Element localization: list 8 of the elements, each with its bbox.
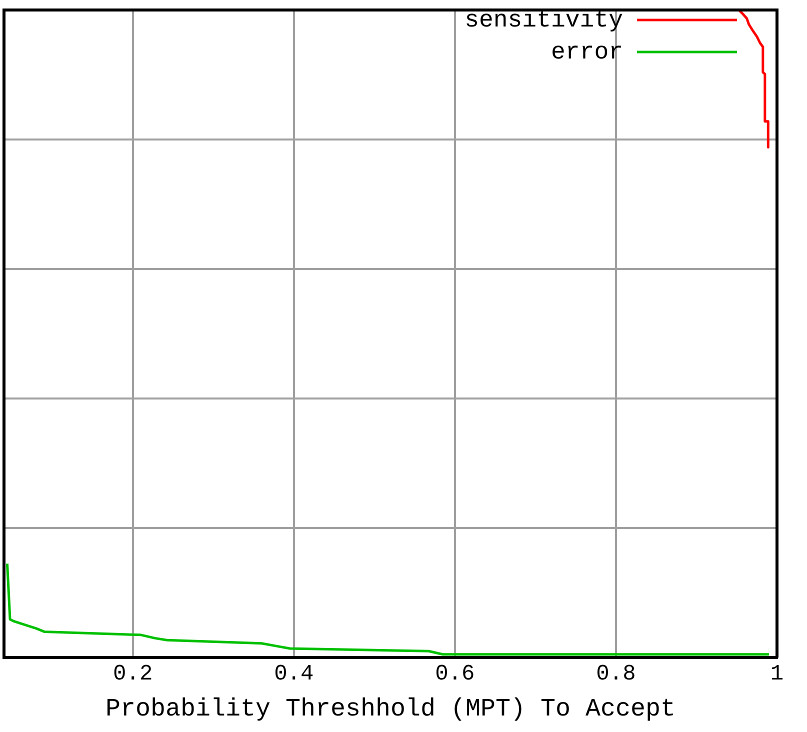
legend-label: error: [550, 39, 623, 66]
x-axis-title: Probability Threshhold (MPT) To Accept: [105, 694, 676, 724]
x-tick-label: 1: [770, 662, 784, 687]
x-tick-label: 0.4: [274, 662, 314, 687]
x-tick-label: 0.8: [596, 662, 636, 687]
x-tick-label: 0.2: [113, 662, 153, 687]
x-tick-label: 0.6: [435, 662, 475, 687]
legend-label: sensitivity: [464, 7, 623, 34]
